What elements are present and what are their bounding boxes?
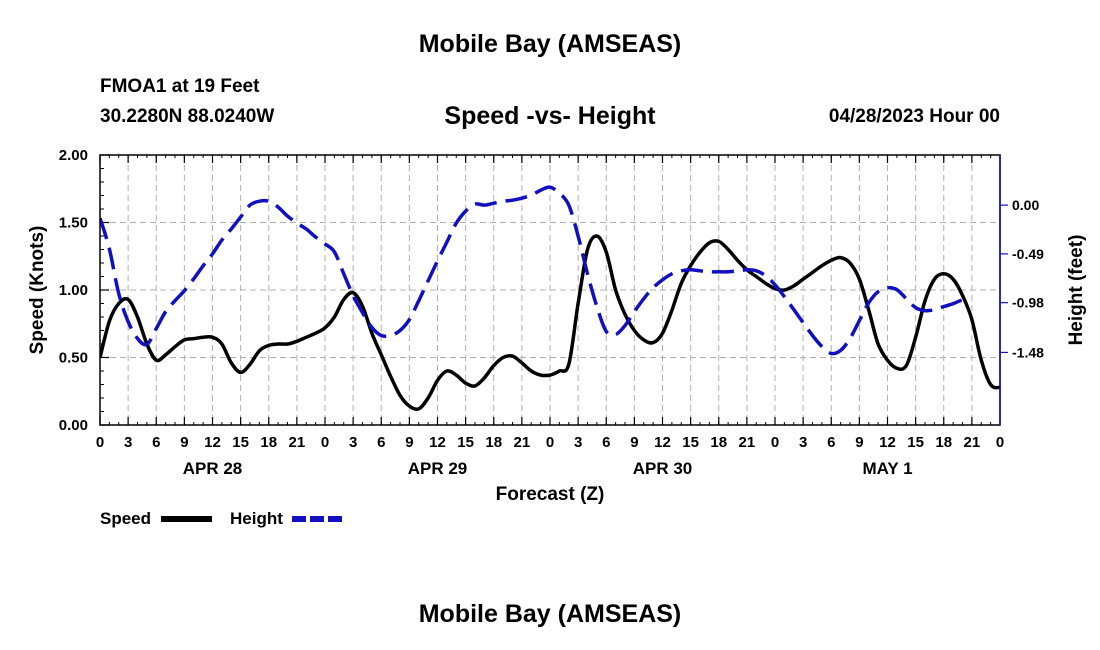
y2-tick-label: -1.48 (1012, 344, 1044, 360)
x-tick-label: 6 (377, 434, 385, 451)
x-tick-label: 18 (710, 434, 727, 451)
x-tick-label: 12 (429, 434, 446, 451)
height-series-line (100, 185, 964, 356)
forecast-datetime: 04/28/2023 Hour 00 (828, 106, 1000, 127)
x-tick-label: 18 (260, 434, 277, 451)
x-tick-label: 3 (124, 434, 132, 451)
y-tick-label: 1.00 (59, 282, 88, 299)
date-label: APR 30 (633, 459, 693, 478)
x-tick-label: 3 (349, 434, 357, 451)
y-tick-label: 0.00 (59, 417, 88, 434)
x-tick-label: 6 (602, 434, 610, 451)
x-tick-label: 0 (996, 434, 1004, 451)
x-tick-label: 21 (739, 434, 756, 451)
y2-tick-label: 0.00 (1012, 197, 1039, 213)
coordinates-label: 30.2280N 88.0240W (100, 106, 275, 127)
y-tick-label: 1.50 (59, 215, 88, 232)
x-axis-label: Forecast (Z) (496, 484, 605, 505)
y-tick-label: 2.00 (59, 147, 88, 164)
y-tick-label: 0.50 (59, 350, 88, 367)
x-tick-label: 12 (879, 434, 896, 451)
x-tick-label: 9 (630, 434, 638, 451)
x-tick-label: 18 (935, 434, 952, 451)
x-tick-label: 9 (180, 434, 188, 451)
x-tick-label: 15 (907, 434, 924, 451)
x-tick-label: 6 (827, 434, 835, 451)
x-tick-label: 0 (321, 434, 329, 451)
chart-title: Mobile Bay (AMSEAS) (418, 30, 682, 58)
speed-series-line (100, 234, 1000, 412)
legend-speed-label: Speed (100, 509, 151, 528)
y2-tick-label: -0.98 (1012, 295, 1044, 311)
y2-tick-label: -0.49 (1012, 246, 1044, 262)
y2-axis-label: Height (feet) (1066, 235, 1087, 346)
date-label: MAY 1 (862, 459, 912, 478)
legend-height-label: Height (230, 509, 283, 528)
x-tick-label: 9 (405, 434, 413, 451)
footer-title: Mobile Bay (AMSEAS) (418, 600, 682, 628)
x-tick-label: 0 (96, 434, 104, 451)
x-tick-label: 9 (855, 434, 863, 451)
x-tick-label: 21 (514, 434, 531, 451)
x-tick-label: 15 (457, 434, 474, 451)
y-axis-label: Speed (Knots) (27, 226, 48, 355)
x-tick-label: 12 (204, 434, 221, 451)
x-tick-label: 3 (799, 434, 807, 451)
x-tick-label: 15 (232, 434, 249, 451)
x-tick-label: 21 (964, 434, 981, 451)
x-tick-label: 12 (654, 434, 671, 451)
date-label: APR 28 (183, 459, 243, 478)
x-tick-label: 6 (152, 434, 160, 451)
x-tick-label: 15 (682, 434, 699, 451)
x-tick-label: 3 (574, 434, 582, 451)
x-tick-label: 0 (771, 434, 779, 451)
station-label: FMOA1 at 19 Feet (100, 76, 260, 97)
x-tick-label: 18 (485, 434, 502, 451)
chart-subtitle: Speed -vs- Height (444, 102, 656, 130)
x-tick-label: 0 (546, 434, 554, 451)
x-tick-label: 21 (289, 434, 306, 451)
date-label: APR 29 (408, 459, 468, 478)
